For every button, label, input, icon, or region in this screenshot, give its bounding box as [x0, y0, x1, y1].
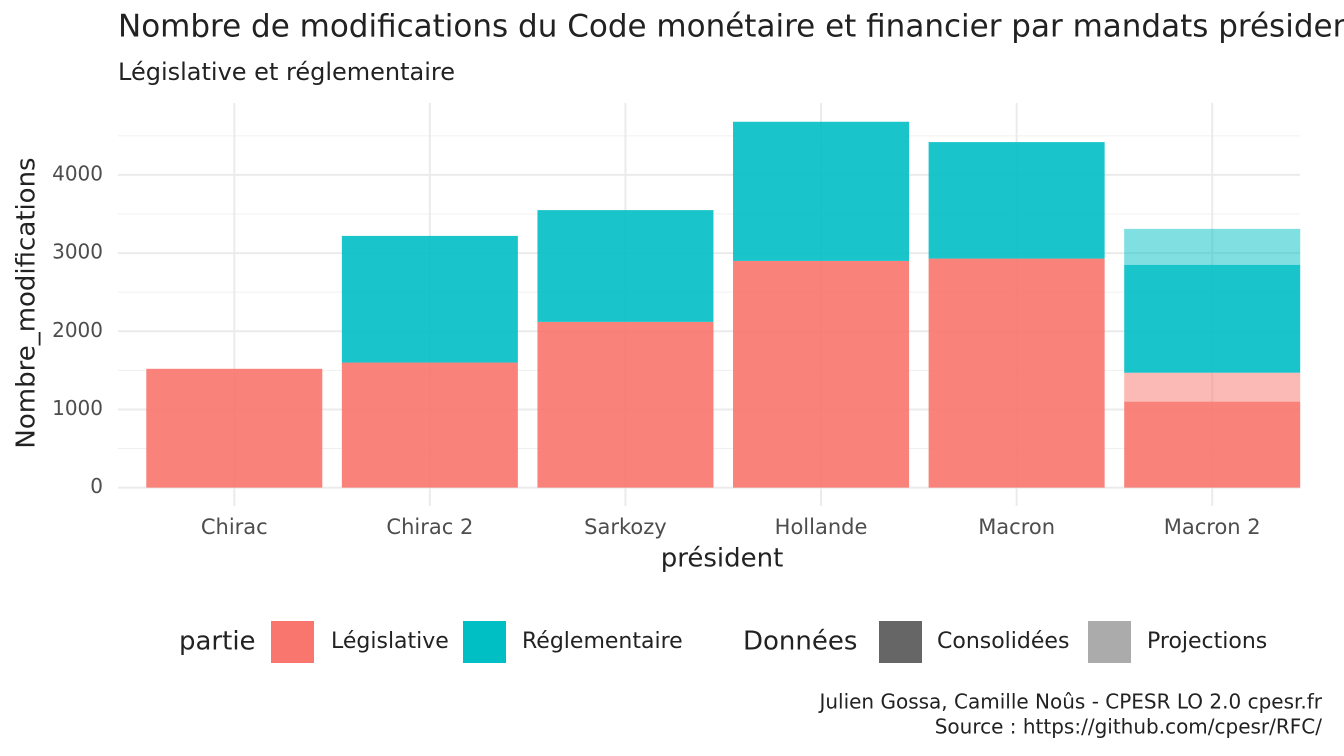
bar-segment — [341, 362, 518, 488]
x-tick-label: Chirac — [201, 515, 268, 539]
legend-swatch — [271, 621, 314, 663]
y-tick-label: 2000 — [52, 318, 103, 342]
x-axis-title: président — [661, 544, 784, 574]
chart-title: Nombre de modifications du Code monétair… — [118, 9, 1344, 45]
x-tick-label: Macron 2 — [1164, 515, 1261, 539]
bar-segment — [928, 258, 1105, 488]
x-tick-label: Chirac 2 — [386, 515, 473, 539]
x-tick-label: Hollande — [775, 515, 868, 539]
legend-label: Projections — [1147, 629, 1267, 654]
bar-segment — [1124, 372, 1301, 402]
chart-subtitle: Législative et réglementaire — [118, 58, 455, 86]
y-tick-label: 0 — [90, 474, 103, 498]
legend-swatch — [463, 621, 506, 663]
bar-segment — [1124, 264, 1301, 373]
bar-segment — [733, 260, 910, 488]
bar-segment — [1124, 228, 1301, 265]
y-tick-label: 1000 — [52, 396, 103, 420]
bar-segment — [537, 321, 714, 488]
legend-swatch — [879, 621, 922, 663]
bar-segment — [537, 210, 714, 322]
legend-title: Données — [743, 627, 857, 657]
x-tick-label: Macron — [978, 515, 1055, 539]
caption: Source : https://github.com/cpesr/RFC/ — [935, 715, 1323, 739]
legend-label: Réglementaire — [522, 629, 683, 654]
x-tick-label: Sarkozy — [584, 515, 667, 539]
bar-segment — [928, 142, 1105, 259]
caption: Julien Gossa, Camille Noûs - CPESR LO 2.… — [817, 690, 1322, 714]
bar-segment — [1124, 401, 1301, 488]
bar-segment — [146, 368, 323, 488]
y-axis-title: Nombre_modifications — [12, 157, 42, 448]
y-tick-label: 3000 — [52, 240, 103, 264]
bar-segment — [341, 235, 518, 363]
bar-segment — [733, 121, 910, 261]
legend-label: Législative — [331, 629, 449, 654]
legend-swatch — [1088, 621, 1131, 663]
legend-label: Consolidées — [937, 629, 1069, 654]
legend-title: partie — [179, 627, 256, 657]
y-tick-label: 4000 — [52, 161, 103, 185]
